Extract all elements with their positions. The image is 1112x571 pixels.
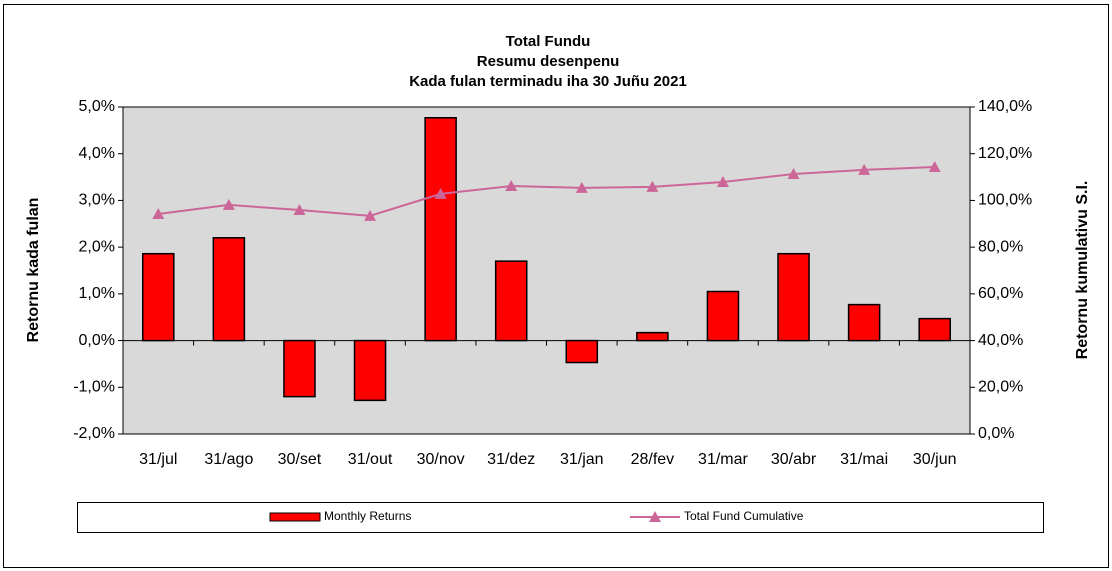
y2-tick-label: 100,0% bbox=[978, 192, 1032, 209]
line-marker bbox=[787, 168, 800, 180]
legend-label: Total Fund Cumulative bbox=[684, 509, 804, 523]
y2-tick-label: 140,0% bbox=[978, 98, 1032, 115]
chart-subtitle: Resumu desenpenu bbox=[477, 53, 620, 70]
x-tick-label: 31/mar bbox=[698, 451, 748, 468]
y2-axis-label: Retornu kumulativu S.I. bbox=[1074, 181, 1091, 360]
bar bbox=[777, 252, 810, 342]
chart-subtitle: Kada fulan terminadu iha 30 Juñu 2021 bbox=[409, 73, 687, 90]
line-marker bbox=[575, 181, 588, 193]
y2-tick-label: 40,0% bbox=[978, 332, 1023, 349]
bar bbox=[212, 237, 246, 342]
bar bbox=[918, 317, 951, 342]
line-marker bbox=[293, 204, 306, 216]
x-tick-label: 31/dez bbox=[487, 451, 535, 468]
x-tick-label: 31/ago bbox=[204, 451, 253, 468]
legend-box bbox=[77, 502, 1044, 533]
line-marker bbox=[434, 187, 447, 199]
chart-title: Total Fundu bbox=[506, 33, 591, 50]
line-marker bbox=[222, 198, 235, 210]
y2-tick-label: 0,0% bbox=[978, 425, 1014, 442]
bar bbox=[494, 260, 528, 342]
y-axis-label: Retornu kada fulan bbox=[25, 198, 42, 343]
x-tick-label: 30/abr bbox=[771, 451, 817, 468]
y2-tick-label: 120,0% bbox=[978, 145, 1032, 162]
line-marker bbox=[858, 163, 871, 175]
y-tick-label: 1,0% bbox=[79, 285, 115, 302]
x-tick-label: 31/mai bbox=[840, 451, 888, 468]
bar bbox=[565, 339, 599, 364]
x-tick-label: 31/jul bbox=[139, 451, 177, 468]
bar bbox=[847, 303, 881, 342]
bar bbox=[142, 252, 175, 342]
y2-tick-label: 60,0% bbox=[978, 285, 1023, 302]
legend-swatch bbox=[269, 512, 321, 522]
line-marker bbox=[928, 161, 941, 173]
line-marker bbox=[152, 207, 165, 219]
bar bbox=[424, 116, 457, 342]
plot-area bbox=[122, 106, 971, 435]
y-tick-label: -1,0% bbox=[73, 379, 115, 396]
line-marker bbox=[646, 180, 659, 192]
y-tick-label: 2,0% bbox=[79, 238, 115, 255]
y2-tick-label: 80,0% bbox=[978, 238, 1023, 255]
x-tick-label: 28/fev bbox=[631, 451, 675, 468]
bar bbox=[636, 331, 669, 342]
bar bbox=[353, 339, 387, 402]
y-tick-label: -2,0% bbox=[73, 425, 115, 442]
legend-label: Monthly Returns bbox=[324, 509, 411, 523]
x-tick-label: 30/set bbox=[278, 451, 322, 468]
x-tick-label: 31/jan bbox=[560, 451, 604, 468]
line-marker bbox=[716, 175, 729, 187]
line-marker bbox=[364, 209, 377, 221]
line-marker bbox=[505, 179, 518, 191]
bar bbox=[283, 339, 316, 398]
x-tick-label: 30/nov bbox=[417, 451, 465, 468]
y-tick-label: 0,0% bbox=[79, 332, 115, 349]
line bbox=[158, 166, 935, 217]
x-tick-label: 30/jun bbox=[913, 451, 957, 468]
y-tick-label: 3,0% bbox=[79, 192, 115, 209]
legend-swatch bbox=[649, 511, 661, 522]
y-tick-label: 5,0% bbox=[79, 98, 115, 115]
bar bbox=[706, 290, 740, 342]
x-tick-label: 31/out bbox=[348, 451, 393, 468]
y-tick-label: 4,0% bbox=[79, 145, 115, 162]
y2-tick-label: 20,0% bbox=[978, 379, 1023, 396]
